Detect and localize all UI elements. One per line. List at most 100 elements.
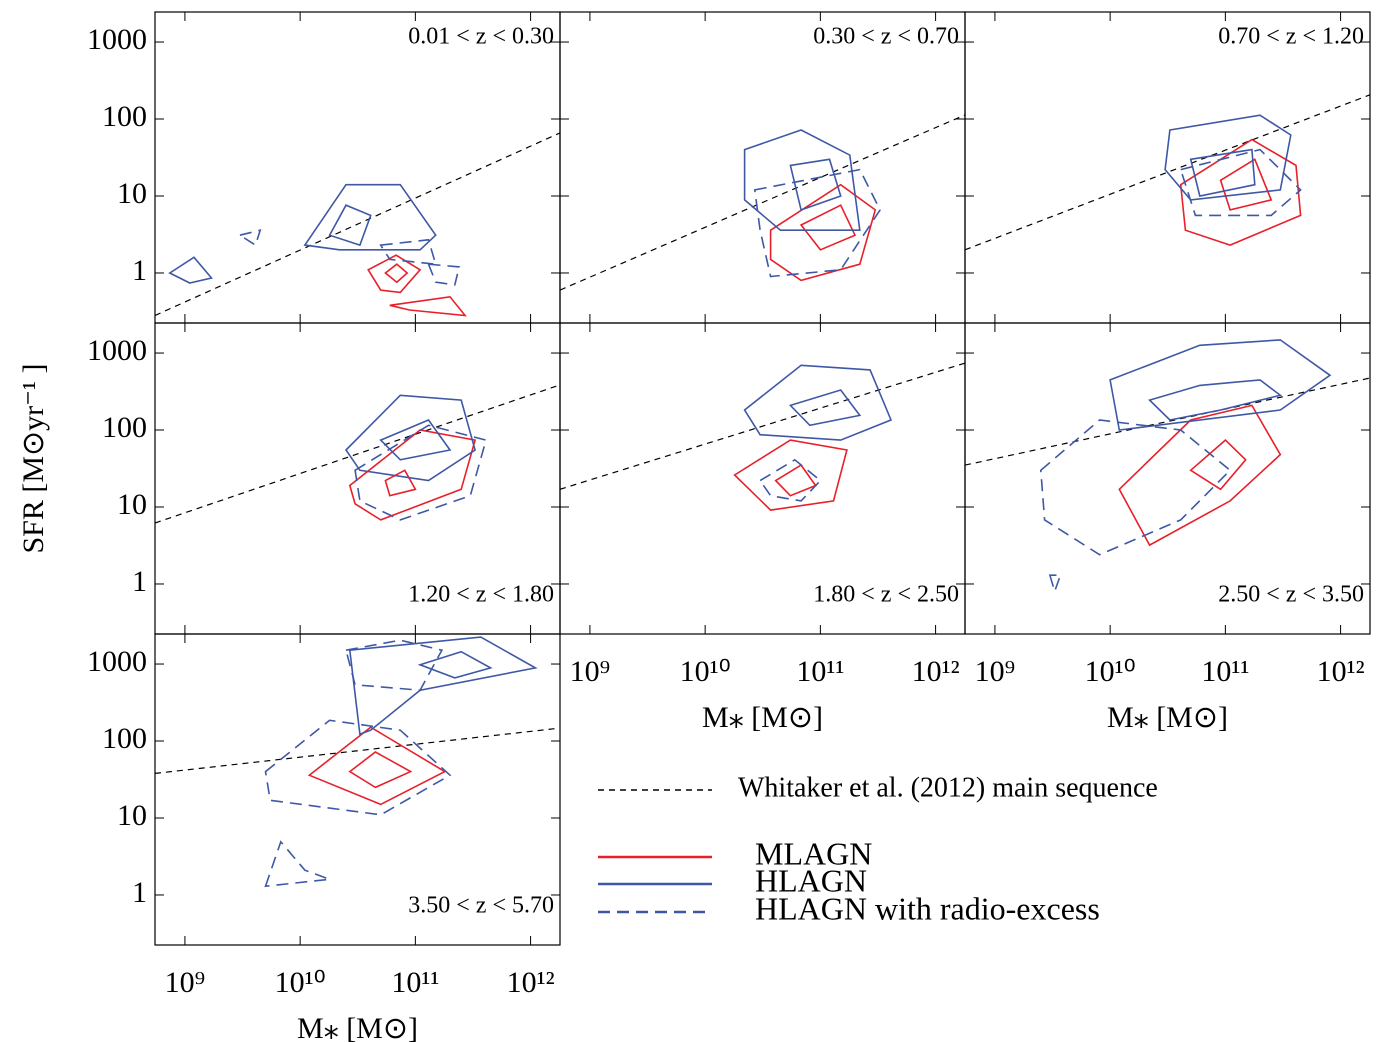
plot-area bbox=[965, 339, 1370, 594]
contour bbox=[788, 389, 862, 427]
contour bbox=[1109, 339, 1332, 431]
y-tick-label: 1 bbox=[132, 876, 147, 909]
plot-area bbox=[965, 94, 1370, 251]
main-sequence-line bbox=[560, 114, 965, 291]
plot-area bbox=[560, 114, 965, 291]
y-tick-label: 1000 bbox=[87, 334, 147, 367]
y-tick-label: 100 bbox=[102, 722, 147, 755]
legend-label: MLAGN bbox=[755, 835, 872, 871]
contour bbox=[379, 238, 437, 266]
plot-area bbox=[560, 362, 965, 511]
contour bbox=[303, 183, 437, 251]
contour bbox=[417, 650, 493, 679]
panel-frame bbox=[154, 11, 561, 324]
contour bbox=[1179, 148, 1302, 217]
contour bbox=[389, 295, 467, 317]
redshift-label: 2.50 < z < 3.50 bbox=[1218, 582, 1364, 608]
contour bbox=[1039, 419, 1232, 556]
x-tick-label: 10⁹ bbox=[975, 655, 1015, 688]
contour bbox=[354, 424, 487, 521]
x-tick-label: 10¹² bbox=[1317, 655, 1365, 688]
panel-frame bbox=[964, 11, 1371, 324]
main-sequence-line bbox=[155, 384, 560, 524]
contour bbox=[1179, 138, 1302, 246]
contour bbox=[1189, 439, 1247, 491]
x-axis-label: M⁎ [M⊙] bbox=[297, 1012, 418, 1042]
contour bbox=[328, 204, 372, 247]
x-tick-label: 10¹⁰ bbox=[680, 655, 731, 688]
contour bbox=[345, 639, 444, 692]
main-sequence-line bbox=[965, 377, 1370, 466]
contour bbox=[743, 364, 893, 441]
x-tick-label: 10¹⁰ bbox=[275, 966, 326, 999]
panel-frame bbox=[559, 11, 966, 324]
contour bbox=[344, 394, 477, 482]
main-sequence-line bbox=[155, 727, 560, 774]
plot-area bbox=[155, 384, 560, 524]
x-axis-label: M⁎ [M⊙] bbox=[702, 701, 823, 734]
x-tick-label: 10⁹ bbox=[570, 655, 610, 688]
x-axis-label: M⁎ [M⊙] bbox=[1107, 701, 1228, 734]
contour bbox=[264, 840, 330, 888]
redshift-label: 0.30 < z < 0.70 bbox=[813, 24, 959, 50]
contour bbox=[769, 183, 877, 282]
y-tick-label: 100 bbox=[102, 411, 147, 444]
contour bbox=[789, 158, 842, 211]
x-tick-label: 10¹² bbox=[507, 966, 555, 999]
plot-area bbox=[155, 132, 560, 317]
panel-frame bbox=[154, 633, 561, 946]
legend-label: HLAGN with radio-excess bbox=[755, 890, 1100, 926]
contour bbox=[1164, 114, 1292, 201]
x-tick-label: 10¹² bbox=[912, 655, 960, 688]
y-tick-label: 100 bbox=[102, 100, 147, 133]
contour bbox=[348, 429, 477, 521]
x-tick-label: 10¹¹ bbox=[796, 655, 844, 688]
contour bbox=[384, 469, 417, 497]
contour bbox=[168, 256, 213, 284]
contour bbox=[1219, 158, 1273, 211]
contour bbox=[264, 719, 452, 816]
panel-frame bbox=[964, 322, 1371, 635]
y-axis-label: SFR [M⊙yr⁻¹ ] bbox=[17, 364, 50, 554]
contour bbox=[427, 263, 461, 286]
legend-label: HLAGN bbox=[755, 862, 867, 898]
contour bbox=[367, 254, 422, 294]
contour bbox=[733, 439, 848, 511]
contour bbox=[1189, 148, 1256, 197]
plot-area bbox=[155, 636, 560, 888]
contour bbox=[348, 636, 538, 736]
redshift-label: 1.20 < z < 1.80 bbox=[408, 582, 554, 608]
contour bbox=[774, 464, 817, 497]
contour bbox=[753, 168, 882, 278]
main-sequence-line bbox=[155, 132, 560, 317]
main-sequence-line bbox=[560, 362, 965, 490]
contour bbox=[1148, 379, 1283, 421]
redshift-label: 1.80 < z < 2.50 bbox=[813, 582, 959, 608]
contour bbox=[1118, 404, 1282, 547]
contour bbox=[237, 229, 262, 247]
contour bbox=[307, 726, 447, 806]
contour bbox=[743, 129, 861, 231]
y-tick-label: 1000 bbox=[87, 23, 147, 56]
legend-label: Whitaker et al. (2012) main sequence bbox=[738, 772, 1158, 803]
redshift-label: 0.70 < z < 1.20 bbox=[1218, 24, 1364, 50]
y-tick-label: 10 bbox=[117, 177, 147, 210]
contour bbox=[384, 263, 409, 284]
contour bbox=[799, 204, 857, 251]
y-tick-label: 1000 bbox=[87, 645, 147, 678]
contour bbox=[379, 419, 452, 461]
y-tick-label: 1 bbox=[132, 254, 147, 287]
y-tick-label: 1 bbox=[132, 565, 147, 598]
redshift-label: 3.50 < z < 5.70 bbox=[408, 893, 554, 919]
redshift-label: 0.01 < z < 0.30 bbox=[408, 24, 554, 50]
x-tick-label: 10¹¹ bbox=[1201, 655, 1249, 688]
contour bbox=[758, 458, 822, 502]
y-tick-label: 10 bbox=[117, 799, 147, 832]
contour bbox=[1048, 574, 1062, 594]
y-tick-label: 10 bbox=[117, 488, 147, 521]
x-tick-label: 10¹¹ bbox=[391, 966, 439, 999]
x-tick-label: 10¹⁰ bbox=[1085, 655, 1136, 688]
contour bbox=[348, 751, 413, 789]
x-tick-label: 10⁹ bbox=[165, 966, 205, 999]
